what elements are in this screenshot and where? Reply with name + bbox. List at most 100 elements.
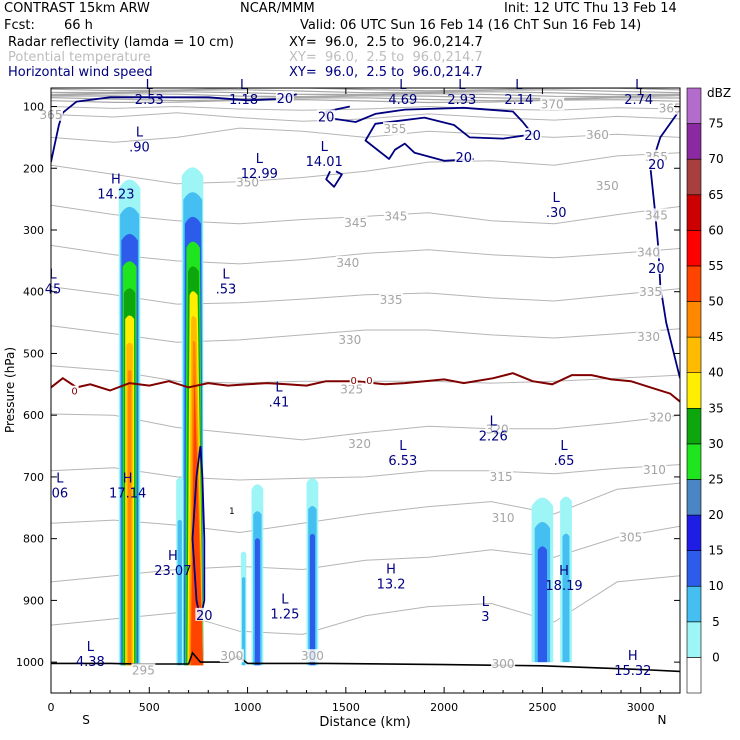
extremum-value-18: 06 (52, 486, 69, 501)
theta-contour-6 (51, 286, 680, 305)
colorbar-level-3: 15 (708, 544, 723, 558)
theta-label-bg-23 (642, 462, 667, 476)
extremum-marker-0: L (146, 78, 154, 93)
theta-label-bg-24 (618, 530, 643, 544)
colorbar-level-8: 40 (708, 366, 723, 380)
colorbar-level-4: 20 (708, 508, 723, 522)
wind-label-0: 20 (277, 92, 294, 107)
extremum-marker-18: L (56, 471, 64, 486)
forecast-label: Fcst: (4, 18, 35, 33)
y-tick-label-2: 300 (23, 224, 44, 237)
extremum-value-25: 15.32 (614, 664, 651, 679)
extremum-value-8: 12.99 (241, 167, 278, 182)
theta-label-25: 300 (301, 649, 324, 663)
x-tick-label-1: 500 (139, 701, 160, 714)
extremum-marker-7: L (321, 140, 329, 155)
y-tick-label-1: 200 (23, 162, 44, 175)
x-tick-label-2: 1000 (234, 701, 262, 714)
theta-label-9: 345 (385, 210, 408, 224)
extremum-marker-22: L (281, 592, 289, 607)
theta-label-bg-18 (347, 436, 372, 450)
x-tick-label-5: 2500 (528, 701, 556, 714)
colorbar: dBZ 0 5 10 15 20 25 30 35 40 45 50 55 60 65 70 75 (686, 86, 731, 694)
x-axis-label: Distance (km) (319, 715, 410, 730)
theta-label-20: 320 (649, 410, 672, 424)
wind-label-5: 20 (648, 262, 665, 277)
extremum-value-10: .30 (546, 206, 567, 221)
field-wind: Horizontal wind speed (8, 65, 153, 80)
field-wind-xy: XY= 96.0, 2.5 to 96.0,214.7 (289, 65, 483, 80)
theta-contour-3 (51, 152, 680, 185)
colorbar-swatch-7 (686, 407, 702, 445)
x-tick-label-4: 2000 (430, 701, 458, 714)
plot-area (51, 88, 680, 673)
theta-label-bg-7 (595, 178, 620, 192)
x-tick-label-0: 0 (48, 701, 55, 714)
theta-label-bg-16 (636, 330, 661, 344)
extremum-value-15: 6.53 (388, 454, 417, 469)
colorbar-swatch-5 (686, 479, 702, 516)
theta-upper-1 (51, 89, 680, 94)
reflectivity-cells (118, 167, 572, 666)
y-tick-label-0: 100 (23, 101, 44, 114)
extremum-marker-9: H (111, 173, 121, 188)
extremum-marker-11: L (49, 268, 57, 283)
theta-label-bg-9 (383, 209, 408, 223)
theta-label-bg-15 (337, 333, 362, 347)
wind-label-3: 20 (524, 129, 541, 144)
theta-label-27: 300 (492, 657, 515, 671)
extremum-value-3: 2.93 (447, 93, 476, 108)
colorbar-swatch-9 (686, 336, 702, 374)
extremum-value-20: 13.2 (377, 578, 406, 593)
theta-contour-10 (51, 464, 680, 481)
theta-label-22: 310 (492, 511, 515, 525)
x-tick-label-3: 1500 (332, 701, 360, 714)
wind-contour-3 (325, 170, 343, 188)
colorbar-level-14: 70 (708, 152, 723, 166)
theta-label-bg-10 (644, 208, 669, 222)
extremum-value-12: .53 (216, 283, 237, 298)
colorbar-level-2: 10 (708, 579, 723, 593)
wind-label-4: 20 (648, 158, 665, 173)
colorbar-level-0: 0 (712, 650, 720, 664)
extremum-marker-20: H (386, 563, 396, 578)
theta-label-10: 345 (645, 208, 668, 222)
wind-label-6: 20 (196, 609, 213, 624)
wind-label-bg-4 (647, 157, 666, 171)
theta-label-8: 345 (344, 216, 367, 230)
wind-contour-0 (51, 93, 297, 163)
theta-label-3: 370 (541, 97, 564, 111)
extremum-value-4: 2.14 (504, 93, 533, 108)
colorbar-swatch-15 (686, 123, 702, 160)
theta-upper-6 (51, 98, 680, 104)
extremum-marker-15: L (399, 439, 407, 454)
freezing-label-0: 0 (71, 387, 77, 398)
theta-label-bg-13 (379, 292, 404, 306)
field-theta-xy: XY= 96.0, 2.5 to 96.0,214.7 (289, 50, 483, 65)
y-axis-label: Pressure (hPa) (3, 347, 17, 433)
freezing-label-bg-0 (70, 385, 79, 396)
theta-label-13: 335 (380, 293, 403, 307)
theta-label-17: 325 (340, 383, 363, 397)
extremum-marker-21: H (559, 564, 569, 579)
theta-label-bg-12 (636, 245, 661, 259)
colorbar-swatch-13 (686, 194, 702, 231)
colorbar-swatch-1 (686, 621, 702, 658)
extremum-marker-6: L (136, 126, 144, 141)
freezing-label-2: 0 (366, 376, 372, 387)
wind-label-bg-0 (275, 91, 294, 105)
theta-label-14: 335 (639, 285, 662, 299)
theta-label-1: 350 (236, 176, 259, 190)
theta-contour-11 (51, 482, 680, 534)
theta-label-bg-3 (540, 97, 565, 111)
extremum-value-5: 2.74 (624, 93, 653, 108)
theta-contour-9 (51, 413, 680, 441)
extremum-value-13: .41 (269, 396, 290, 411)
extremum-marker-8: L (256, 152, 264, 167)
x-tick-label-6: 3000 (627, 701, 655, 714)
extremum-value-6: .90 (129, 141, 150, 156)
y-tick-label-4: 500 (23, 347, 44, 360)
reflectivity-cell-4-level-2 (242, 577, 246, 666)
